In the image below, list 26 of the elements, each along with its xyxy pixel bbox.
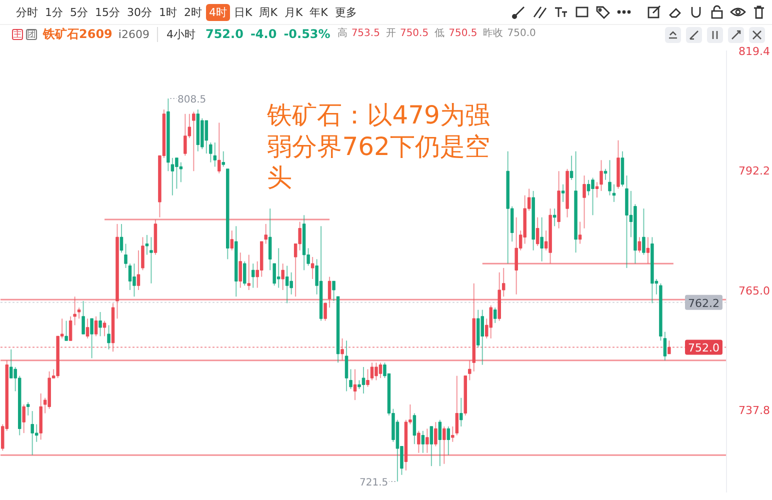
text: 分时 [15,4,39,20]
text: 年K [308,4,329,20]
text: 4时 [206,4,230,20]
text: 30分 [126,4,153,20]
text: 日K [233,4,254,20]
annotation: 721.5 [359,477,388,488]
y-tick-label: 765.0 [738,284,770,298]
text: 2时 [183,4,203,20]
text: 月K [283,4,304,20]
y-tick-label: 819.4 [738,45,770,58]
text: 1时 [158,4,178,20]
text: 周K [258,4,278,20]
text: 更多 [334,4,358,20]
ref-line-label: 752.0 [688,342,720,355]
annotation: 铁矿石：以479为强弱分界762下仍是空头 [266,100,490,192]
ref-line-label: 762.2 [688,296,720,310]
y-tick-label: 792.2 [738,164,770,178]
text: 15分 [94,4,121,20]
y-tick-label: 737.8 [738,404,770,418]
text: 团 [26,29,37,40]
chart-title: 铁矿石2609 [43,26,112,43]
text: 5分 [69,4,89,20]
annotation: 808.5 [178,94,206,106]
text: 1分 [44,4,64,20]
text: 主 [12,29,23,40]
text: i2609 4小时 752.0 -4.0 -0.53% 高 753.5 开 750.5 低 750.5 昨收 750.0 [118,26,536,41]
